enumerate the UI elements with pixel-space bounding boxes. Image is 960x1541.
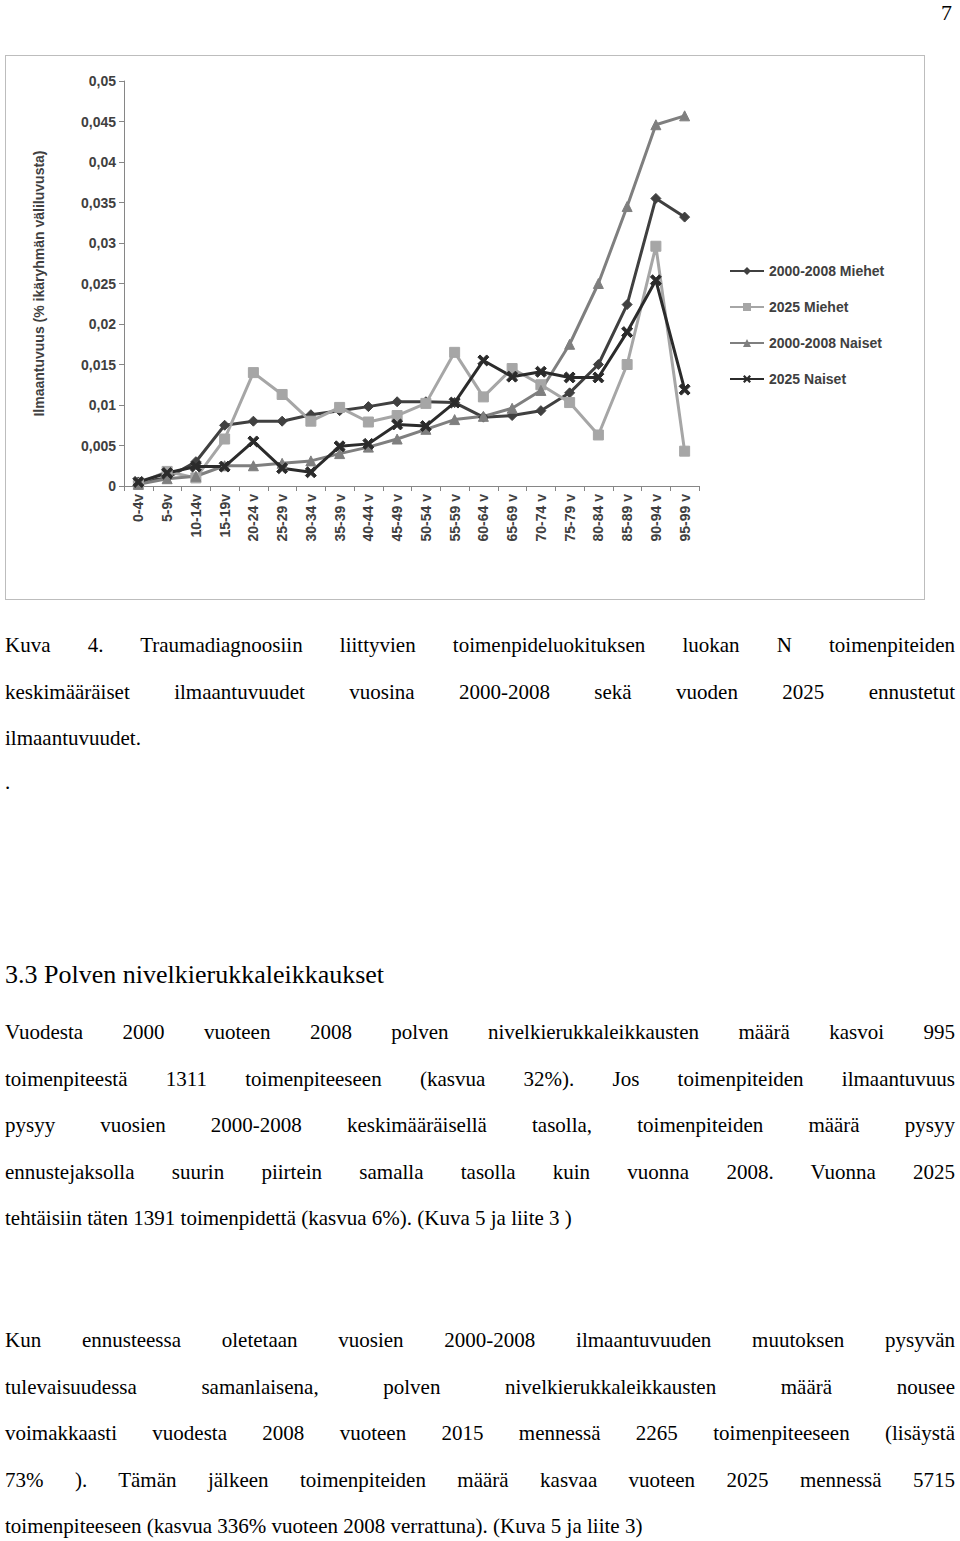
svg-text:0,015: 0,015	[81, 357, 116, 373]
svg-text:20-24 v: 20-24 v	[245, 494, 261, 542]
html-text:3.3 Polven nivelkierukkaleikka: 3.3 Polven nivelkierukkaleikkaukset	[5, 960, 385, 989]
svg-text:35-39 v: 35-39 v	[332, 494, 348, 542]
html-text:Vuodesta 2000 vuoteen 2008 pol: Vuodesta 2000 vuoteen 2008 polven nivelk…	[5, 1020, 955, 1044]
html-text:voimakkaasti vuodesta 2008 vuo: voimakkaasti vuodesta 2008 vuoteen 2015 …	[5, 1421, 955, 1445]
svg-text:0,04: 0,04	[89, 154, 116, 170]
svg-text:2025 Miehet: 2025 Miehet	[769, 299, 849, 315]
html-text:keskimääräiset ilmaantuvuudet: keskimääräiset ilmaantuvuudet vuosina 20…	[5, 679, 955, 704]
html-text:tulevaisuudessa samanlaisena,: tulevaisuudessa samanlaisena, polven niv…	[5, 1374, 955, 1399]
svg-text:0,045: 0,045	[81, 114, 116, 130]
svg-text:55-59 v: 55-59 v	[447, 494, 463, 542]
svg-text:90-94 v: 90-94 v	[648, 494, 664, 542]
svg-text:2000-2008 Miehet: 2000-2008 Miehet	[769, 263, 885, 279]
svg-text:0,035: 0,035	[81, 195, 116, 211]
svg-text:70-74 v: 70-74 v	[533, 494, 549, 542]
svg-text:85-89 v: 85-89 v	[619, 494, 635, 542]
html-text:ennustejaksolla suurin piirtei: ennustejaksolla suurin piirtein samalla …	[5, 1159, 955, 1184]
svg-text:2025 Naiset: 2025 Naiset	[769, 371, 846, 387]
svg-text:0,025: 0,025	[81, 276, 116, 292]
html-text:Kuva 4. Traumadiagnoosiin liit: Kuva 4. Traumadiagnoosiin liittyvien toi…	[5, 633, 955, 657]
html-text:toimenpiteeseen (kasvua 336% v: toimenpiteeseen (kasvua 336% vuoteen 200…	[5, 1514, 643, 1538]
svg-text:0,03: 0,03	[89, 235, 116, 251]
svg-text:0,005: 0,005	[81, 438, 116, 454]
svg-text:0,05: 0,05	[89, 73, 116, 89]
svg-text:Ilmaantuvuus (% ikäryhmän väli: Ilmaantuvuus (% ikäryhmän väliluvusta)	[31, 150, 47, 416]
svg-text:45-49 v: 45-49 v	[389, 494, 405, 542]
svg-text:0,01: 0,01	[89, 397, 116, 413]
html-text:7: 7	[941, 0, 952, 25]
svg-text:0: 0	[108, 478, 116, 494]
svg-text:95-99 v: 95-99 v	[677, 494, 693, 542]
html-text:ilmaantuvuudet.: ilmaantuvuudet.	[5, 726, 141, 750]
svg-text:25-29 v: 25-29 v	[274, 494, 290, 542]
svg-text:0,02: 0,02	[89, 316, 116, 332]
svg-text:80-84 v: 80-84 v	[590, 494, 606, 542]
svg-text:40-44 v: 40-44 v	[360, 494, 376, 542]
html-text:toimenpiteestä 1311 toimenpite: toimenpiteestä 1311 toimenpiteeseen (kas…	[5, 1066, 955, 1091]
svg-text:75-79 v: 75-79 v	[562, 494, 578, 542]
html-text:pysyy vuosien 2000-2008 keskim: pysyy vuosien 2000-2008 keskimääräisellä…	[5, 1113, 955, 1137]
svg-text:50-54 v: 50-54 v	[418, 494, 434, 542]
html-text:Kun ennusteessa oletetaan vuos: Kun ennusteessa oletetaan vuosien 2000-2…	[5, 1328, 955, 1352]
svg-text:0-4v: 0-4v	[130, 494, 146, 522]
svg-text:2000-2008 Naiset: 2000-2008 Naiset	[769, 335, 882, 351]
svg-text:15-19v: 15-19v	[217, 494, 233, 538]
html-text:73% ). Tämän jälkeen toimenpit: 73% ). Tämän jälkeen toimenpiteiden määr…	[5, 1467, 955, 1492]
html-text:tehtäisiin täten 1391 toimenpi: tehtäisiin täten 1391 toimenpidettä (kas…	[5, 1206, 572, 1230]
svg-text:65-69 v: 65-69 v	[504, 494, 520, 542]
svg-text:5-9v: 5-9v	[159, 494, 175, 522]
svg-text:60-64 v: 60-64 v	[475, 494, 491, 542]
svg-text:10-14v: 10-14v	[188, 494, 204, 538]
svg-text:30-34 v: 30-34 v	[303, 494, 319, 542]
